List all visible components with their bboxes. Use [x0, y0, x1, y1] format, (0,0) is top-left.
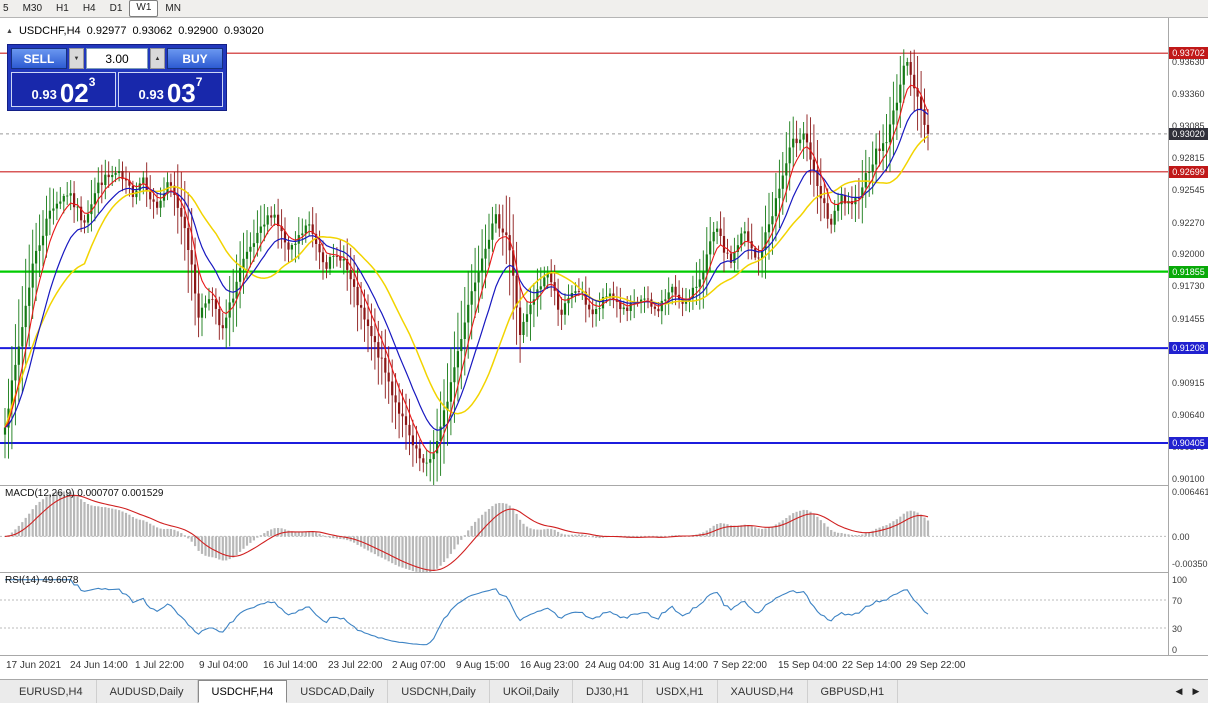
sell-price-figure: 0.93	[31, 87, 57, 103]
time-axis-label: 2 Aug 07:00	[392, 660, 446, 671]
price-axis-tick: 0.92000	[1172, 249, 1205, 259]
timeframe-button-d1[interactable]: D1	[109, 3, 123, 14]
chart-tab-usdx-h1[interactable]: USDX,H1	[643, 680, 718, 703]
sell-price-point: 3	[88, 75, 96, 89]
price-badge: 0.90405	[1169, 437, 1208, 449]
timeframe-button-mn[interactable]: MN	[165, 3, 181, 14]
price-badge: 0.92699	[1169, 166, 1208, 178]
macd-axis-tick: 0.006461	[1172, 487, 1208, 497]
chart-tab-usdchf-h4[interactable]: USDCHF,H4	[197, 680, 288, 703]
macd-axis-tick: 0.00	[1172, 532, 1190, 542]
price-axis[interactable]: 0.93630 0.93360 0.93085 0.92815 0.92545 0.922…	[1168, 18, 1208, 655]
time-axis-label: 17 Jun 2021	[6, 660, 62, 671]
price-badge: 0.91855	[1169, 266, 1208, 278]
rsi-axis-tick: 30	[1172, 624, 1183, 634]
candlestick-chart	[0, 49, 1168, 485]
price-axis-tick: 0.93630	[1172, 57, 1205, 67]
time-axis-label: 1 Jul 22:00	[135, 660, 184, 671]
timeframe-toolbar: 5 M30 H1 H4 D1 W1 MN	[0, 0, 1208, 18]
time-axis-label: 29 Sep 22:00	[906, 660, 966, 671]
rsi-axis-tick: 70	[1172, 596, 1183, 606]
chart-symbol-label: USDCHF,H4	[18, 25, 81, 37]
chart-ohlc-header: ▲ USDCHF,H4 0.92977 0.93062 0.92900 0.93…	[6, 25, 264, 37]
time-axis-label: 22 Sep 14:00	[842, 660, 902, 671]
time-axis-label: 9 Aug 15:00	[456, 660, 510, 671]
time-axis[interactable]: 17 Jun 2021 24 Jun 14:00 1 Jul 22:00 9 Jul …	[0, 656, 1168, 679]
time-axis-label: 16 Jul 14:00	[263, 660, 318, 671]
time-axis-label: 23 Jul 22:00	[328, 660, 383, 671]
price-axis-tick: 0.92815	[1172, 153, 1205, 163]
buy-price-figure: 0.93	[138, 87, 164, 103]
chart-tab-eurusd-h4[interactable]: EURUSD,H4	[6, 680, 97, 703]
chart-tab-usdcad-daily[interactable]: USDCAD,Daily	[287, 680, 389, 703]
time-axis-label: 24 Aug 04:00	[585, 660, 644, 671]
sell-price-display: 0.93 02 3	[11, 72, 116, 107]
macd-label: MACD(12,26,9) 0.000707 0.001529	[5, 488, 164, 499]
sell-button[interactable]: SELL	[11, 48, 67, 69]
timeframe-button-w1[interactable]: W1	[129, 0, 159, 17]
price-badge: 0.91208	[1169, 342, 1208, 354]
tab-scroll-controls: ◀ ▶	[1172, 680, 1208, 703]
tab-scroll-left-icon[interactable]: ◀	[1172, 684, 1186, 700]
time-axis-label: 15 Sep 04:00	[778, 660, 838, 671]
price-badge: 0.93702	[1169, 47, 1208, 59]
ohlc-close: 0.93020	[223, 25, 264, 37]
volume-up-button[interactable]: ▲	[150, 48, 165, 69]
timeframe-button-h4[interactable]: H4	[82, 3, 96, 14]
pane-separator[interactable]	[0, 485, 1208, 486]
buy-price-point: 7	[195, 75, 203, 89]
chart-tab-bar: EURUSD,H4 AUDUSD,Daily USDCHF,H4 USDCAD,Dai…	[0, 679, 1208, 703]
rsi-label: RSI(14) 49.6078	[5, 575, 79, 586]
price-axis-tick: 0.91455	[1172, 314, 1205, 324]
timeframe-button-5[interactable]: 5	[3, 3, 9, 14]
rsi-plot	[0, 579, 1168, 646]
price-axis-tick: 0.92545	[1172, 185, 1205, 195]
time-axis-label: 31 Aug 14:00	[649, 660, 708, 671]
volume-input[interactable]	[86, 48, 148, 69]
time-axis-label: 7 Sep 22:00	[713, 660, 767, 671]
time-axis-label: 16 Aug 23:00	[520, 660, 579, 671]
rsi-axis-tick: 0	[1172, 645, 1178, 655]
macd-axis-tick: -0.00350	[1172, 559, 1208, 569]
chart-tab-audusd-daily[interactable]: AUDUSD,Daily	[97, 680, 198, 703]
price-axis-tick: 0.92270	[1172, 218, 1205, 228]
main-chart-pane[interactable]: ▲ USDCHF,H4 0.92977 0.93062 0.92900 0.93…	[0, 18, 1168, 485]
price-axis-tick: 0.90100	[1172, 474, 1205, 484]
pane-separator	[0, 655, 1208, 656]
ohlc-high: 0.93062	[132, 25, 173, 37]
chart-tab-ukoil-daily[interactable]: UKOil,Daily	[490, 680, 574, 703]
tab-scroll-right-icon[interactable]: ▶	[1189, 684, 1203, 700]
price-axis-tick: 0.91730	[1172, 281, 1205, 291]
pane-separator[interactable]	[0, 572, 1208, 573]
price-axis-tick: 0.93360	[1172, 89, 1205, 99]
price-axis-tick: 0.93085	[1172, 121, 1205, 131]
price-axis-tick: 0.90915	[1172, 378, 1205, 388]
price-axis-tick: 0.90640	[1172, 410, 1205, 420]
time-axis-label: 24 Jun 14:00	[70, 660, 128, 671]
macd-indicator-pane[interactable]: MACD(12,26,9) 0.000707 0.001529	[0, 486, 1168, 572]
rsi-axis-tick: 100	[1172, 575, 1188, 585]
chart-tab-dj30-h1[interactable]: DJ30,H1	[573, 680, 643, 703]
ohlc-open: 0.92977	[86, 25, 127, 37]
chart-tab-usdcnh-daily[interactable]: USDCNH,Daily	[388, 680, 490, 703]
sell-price-pips: 02	[59, 77, 89, 108]
timeframe-button-m30[interactable]: M30	[22, 3, 43, 14]
ohlc-low: 0.92900	[178, 25, 218, 37]
buy-price-pips: 03	[166, 77, 196, 108]
one-click-trading-panel: SELL ▼ ▲ BUY 0.93 02 3 0.93 03 7	[7, 44, 227, 111]
chart-expander-icon[interactable]: ▲	[6, 27, 13, 35]
volume-down-button[interactable]: ▼	[69, 48, 84, 69]
buy-button[interactable]: BUY	[167, 48, 223, 69]
macd-plot	[0, 491, 1168, 572]
rsi-indicator-pane[interactable]: RSI(14) 49.6078	[0, 573, 1168, 655]
buy-price-display: 0.93 03 7	[118, 72, 223, 107]
chart-tab-gbpusd-h1[interactable]: GBPUSD,H1	[808, 680, 899, 703]
price-badge: 0.93020	[1169, 128, 1208, 140]
time-axis-label: 9 Jul 04:00	[199, 660, 248, 671]
timeframe-button-h1[interactable]: H1	[56, 3, 69, 14]
chart-tab-xauusd-h4[interactable]: XAUUSD,H4	[718, 680, 808, 703]
